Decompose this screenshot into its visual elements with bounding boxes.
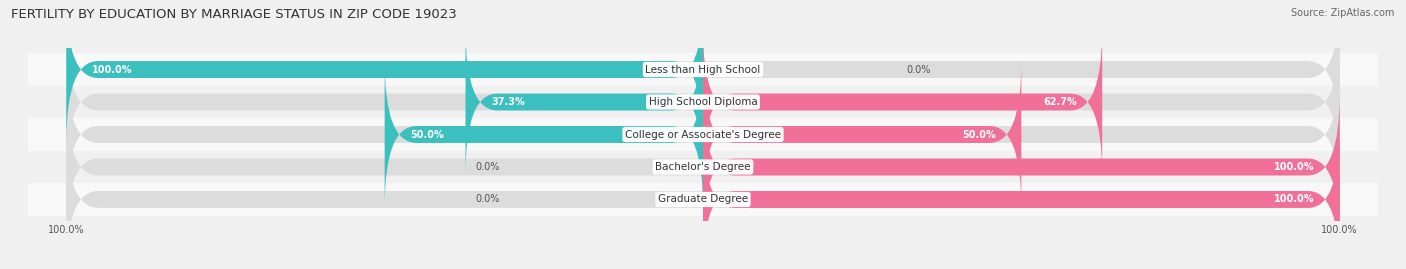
Text: Graduate Degree: Graduate Degree [658,194,748,204]
Text: FERTILITY BY EDUCATION BY MARRIAGE STATUS IN ZIP CODE 19023: FERTILITY BY EDUCATION BY MARRIAGE STATU… [11,8,457,21]
Text: 100.0%: 100.0% [1274,162,1315,172]
FancyBboxPatch shape [465,29,703,175]
Bar [3,86,1403,118]
Text: Source: ZipAtlas.com: Source: ZipAtlas.com [1291,8,1395,18]
Text: 62.7%: 62.7% [1043,97,1077,107]
Bar [3,118,1403,151]
FancyBboxPatch shape [66,94,1340,240]
Text: Bachelor's Degree: Bachelor's Degree [655,162,751,172]
FancyBboxPatch shape [66,62,1340,207]
Bar [3,53,1403,86]
Text: 100.0%: 100.0% [1274,194,1315,204]
Bar [3,183,1403,216]
FancyBboxPatch shape [385,62,703,207]
FancyBboxPatch shape [703,127,1340,269]
FancyBboxPatch shape [703,29,1102,175]
Text: 0.0%: 0.0% [475,162,499,172]
Text: 0.0%: 0.0% [907,65,931,75]
FancyBboxPatch shape [66,0,703,142]
Text: 37.3%: 37.3% [491,97,524,107]
Text: 50.0%: 50.0% [962,129,995,140]
FancyBboxPatch shape [703,62,1021,207]
Bar [3,151,1403,183]
FancyBboxPatch shape [66,127,1340,269]
Text: College or Associate's Degree: College or Associate's Degree [626,129,780,140]
FancyBboxPatch shape [66,0,1340,142]
Text: Less than High School: Less than High School [645,65,761,75]
Text: 100.0%: 100.0% [91,65,132,75]
Text: 50.0%: 50.0% [411,129,444,140]
Text: 0.0%: 0.0% [475,194,499,204]
FancyBboxPatch shape [703,94,1340,240]
Text: High School Diploma: High School Diploma [648,97,758,107]
FancyBboxPatch shape [66,29,1340,175]
